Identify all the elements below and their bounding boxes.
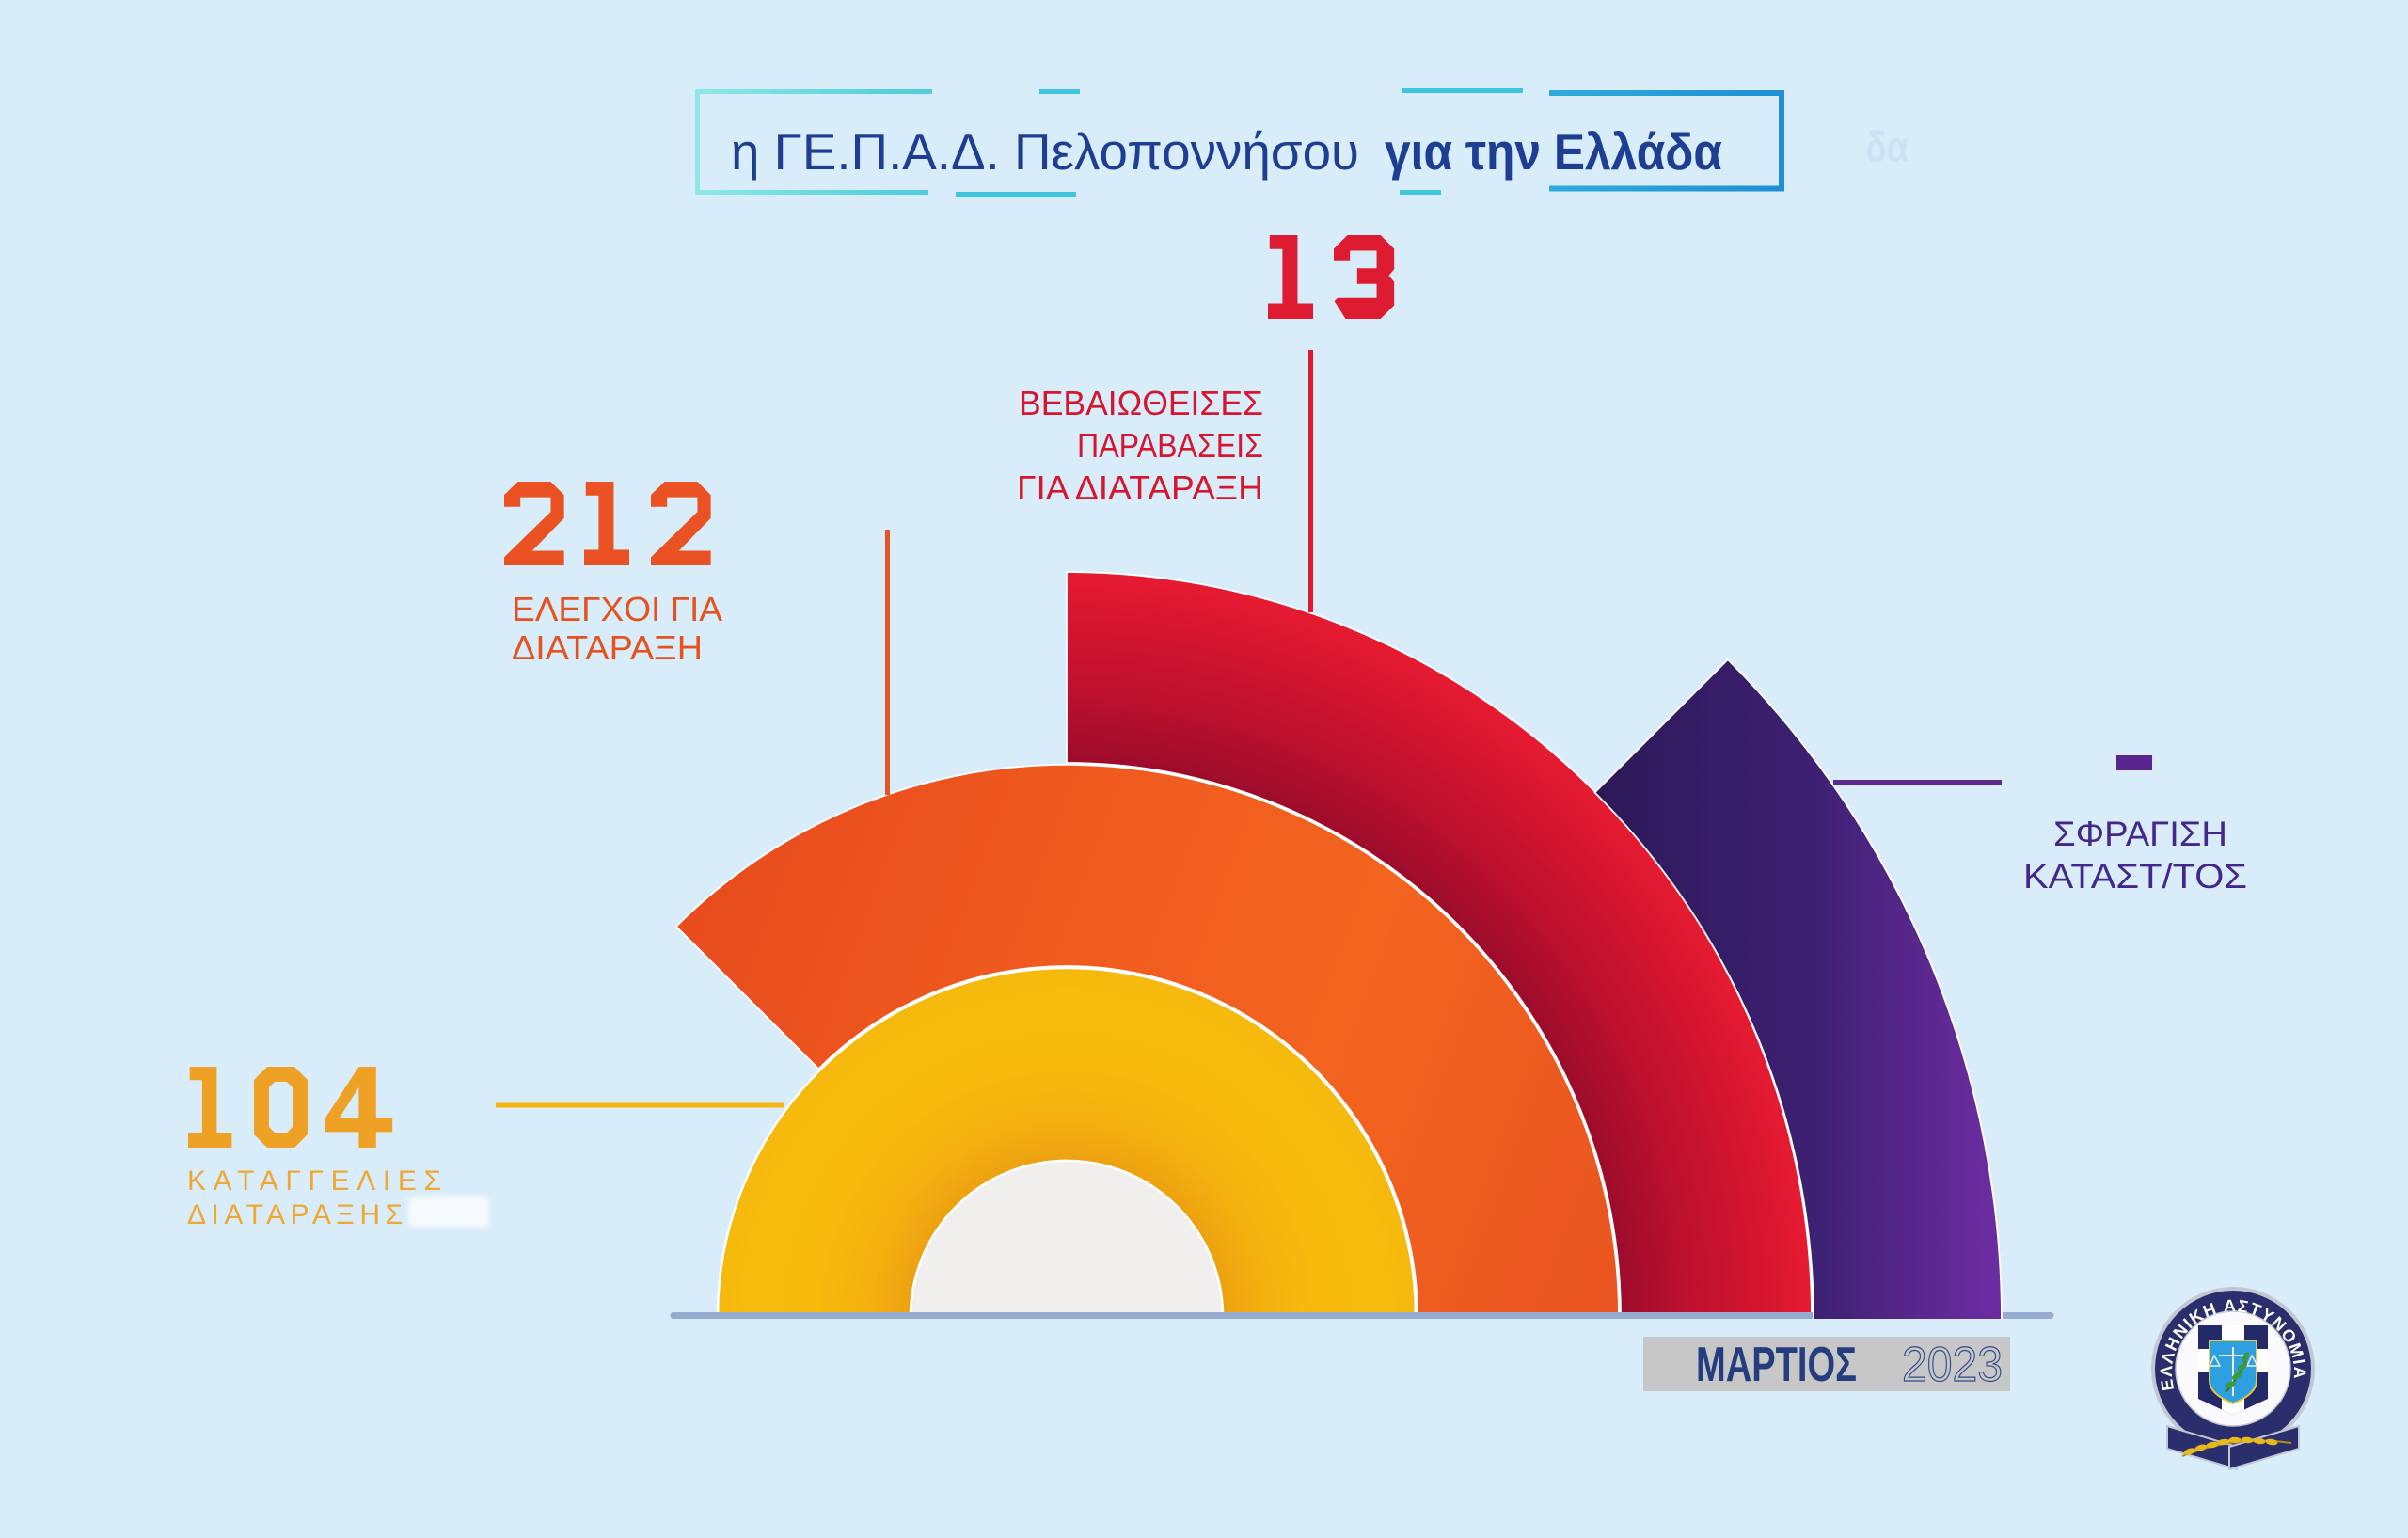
svg-text:η ΓΕ.Π.Α.Δ. Πελοποννήσου: η ΓΕ.Π.Α.Δ. Πελοποννήσου [731,122,1359,181]
svg-text:ΜΑΡΤΙΟΣ: ΜΑΡΤΙΟΣ [1696,1338,1857,1392]
svg-text:ΕΛΕΓΧΟΙ ΓΙΑ: ΕΛΕΓΧΟΙ ΓΙΑ [512,590,722,628]
svg-text:ΠΑΡΑΒΑΣΕΙΣ: ΠΑΡΑΒΑΣΕΙΣ [1077,426,1263,465]
svg-text:ΚΑΤΑΣΤ/ΤΟΣ: ΚΑΤΑΣΤ/ΤΟΣ [2023,857,2247,896]
svg-text:2023: 2023 [1902,1338,2003,1392]
svg-text:ΣΦΡΑΓΙΣΗ: ΣΦΡΑΓΙΣΗ [2053,815,2227,853]
svg-text:δα: δα [1865,122,1909,171]
svg-text:ΔΙΑΤΑΡΑΞΗ: ΔΙΑΤΑΡΑΞΗ [512,628,703,667]
svg-text:για την Ελλάδα: για την Ελλάδα [1385,122,1722,181]
svg-text:ΓΙΑ ΔΙΑΤΑΡΑΞΗ: ΓΙΑ ΔΙΑΤΑΡΑΞΗ [1017,468,1263,507]
svg-text:ΒΕΒΑΙΩΘΕΙΣΕΣ: ΒΕΒΑΙΩΘΕΙΣΕΣ [1019,384,1263,422]
svg-text:ΚΑΤΑΓΓΕΛΙΕΣ: ΚΑΤΑΓΓΕΛΙΕΣ [187,1165,441,1197]
